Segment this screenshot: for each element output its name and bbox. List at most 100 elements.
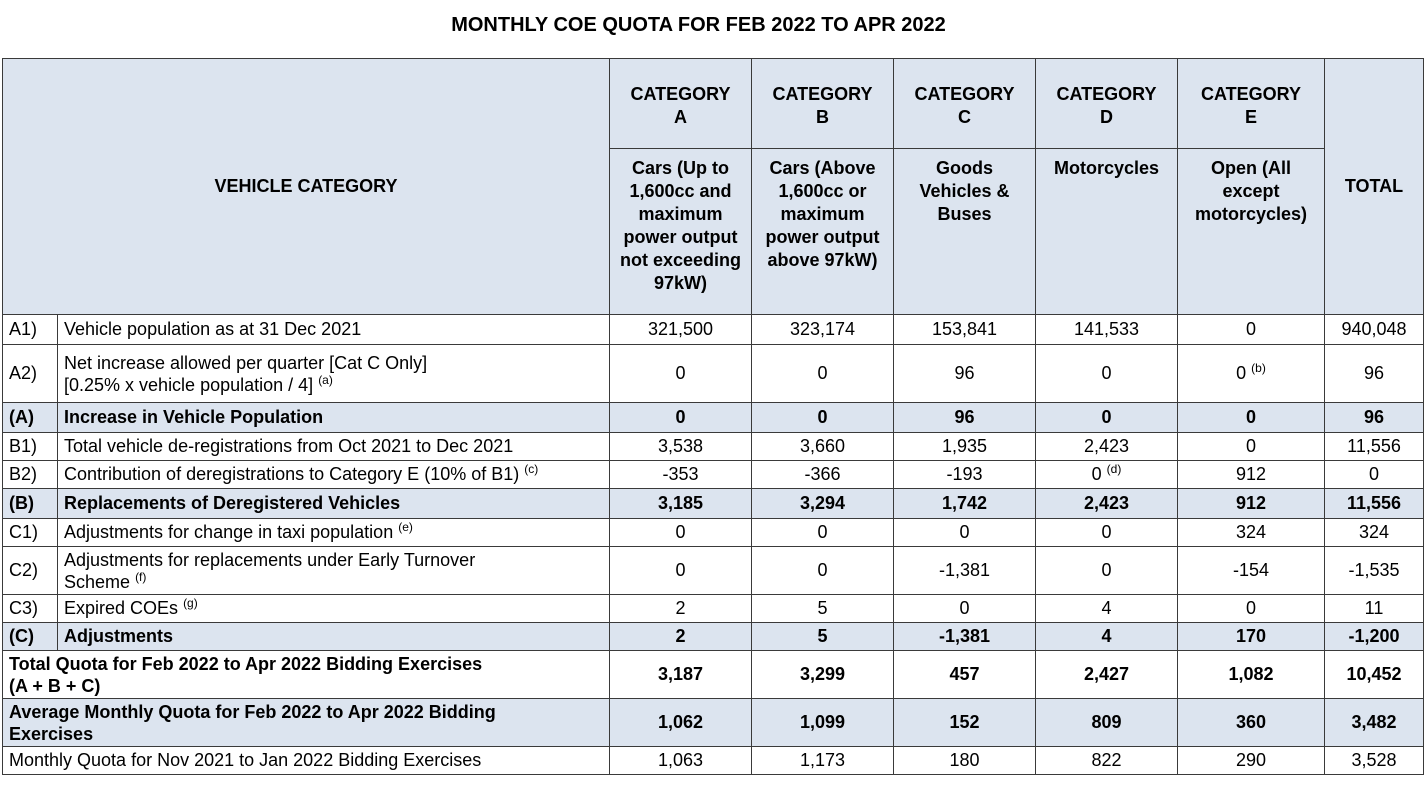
cell-a: 1,062: [609, 698, 752, 747]
cell-e: 0: [1177, 432, 1325, 461]
cell-e: 0 (b): [1177, 344, 1325, 403]
table-row: C2) Adjustments for replacements under E…: [2, 546, 1424, 595]
table-row-subtotal: (A) Increase in Vehicle Population 0 0 9…: [2, 402, 1424, 433]
cell-c: 96: [893, 344, 1036, 403]
row-code: C2): [2, 546, 58, 595]
cell-total: 11,556: [1324, 488, 1424, 519]
category-b-label: CATEGORY: [772, 84, 873, 104]
cell-a: 1,063: [609, 746, 752, 775]
category-b-description: Cars (Above 1,600cc or maximum power out…: [751, 148, 894, 315]
table-row-subtotal: (C) Adjustments 2 5 -1,381 4 170 -1,200: [2, 622, 1424, 651]
cell-d: 0: [1035, 344, 1178, 403]
category-c-description: Goods Vehicles & Buses: [893, 148, 1036, 315]
cell-a: 3,538: [609, 432, 752, 461]
cell-b: 323,174: [751, 314, 894, 345]
row-description-line2: Scheme: [64, 571, 131, 592]
cell-e: -154: [1177, 546, 1325, 595]
cell-b: 3,294: [751, 488, 894, 519]
table-row: C3) Expired COEs (g) 2 5 0 4 0 11: [2, 594, 1424, 623]
cell-c: 152: [893, 698, 1036, 747]
row-description-line1: Average Monthly Quota for Feb 2022 to Ap…: [9, 701, 496, 722]
cell-c: 153,841: [893, 314, 1036, 345]
cell-d: 2,423: [1035, 432, 1178, 461]
cell-b: 0: [751, 344, 894, 403]
cell-total: 10,452: [1324, 650, 1424, 699]
category-e-description: Open (All except motorcycles): [1177, 148, 1325, 315]
footnote-marker: (g): [183, 596, 198, 610]
row-description: Monthly Quota for Nov 2021 to Jan 2022 B…: [2, 746, 610, 775]
cell-a: 0: [609, 402, 752, 433]
cell-c: -1,381: [893, 622, 1036, 651]
category-c-letter: C: [958, 107, 971, 127]
cell-total: 3,482: [1324, 698, 1424, 747]
cell-a: 0: [609, 344, 752, 403]
row-code: (C): [2, 622, 58, 651]
cell-c: 180: [893, 746, 1036, 775]
row-description: Adjustments for replacements under Early…: [57, 546, 610, 595]
footnote-marker: (a): [318, 372, 333, 387]
footnote-marker: (b): [1251, 361, 1266, 375]
cell-e: 912: [1177, 460, 1325, 489]
cell-d: 141,533: [1035, 314, 1178, 345]
cell-total: 11,556: [1324, 432, 1424, 461]
cell-d: 4: [1035, 622, 1178, 651]
row-code: B1): [2, 432, 58, 461]
cell-b: 0: [751, 546, 894, 595]
category-b-header: CATEGORY B: [751, 58, 894, 149]
cell-d: 0: [1035, 518, 1178, 547]
cell-b: 0: [751, 518, 894, 547]
row-description: Replacements of Deregistered Vehicles: [57, 488, 610, 519]
row-code: C1): [2, 518, 58, 547]
category-a-label: CATEGORY: [630, 84, 731, 104]
row-description-text: Expired COEs: [64, 598, 179, 618]
row-description: Vehicle population as at 31 Dec 2021: [57, 314, 610, 345]
row-description-text: Contribution of deregistrations to Categ…: [64, 464, 520, 484]
table-row: C1) Adjustments for change in taxi popul…: [2, 518, 1424, 547]
cell-b: 3,660: [751, 432, 894, 461]
table-row-total: Total Quota for Feb 2022 to Apr 2022 Bid…: [2, 650, 1424, 699]
table-row: Monthly Quota for Nov 2021 to Jan 2022 B…: [2, 746, 1424, 775]
row-description: Expired COEs (g): [57, 594, 610, 623]
row-description-line1: Adjustments for replacements under Early…: [64, 549, 476, 570]
cell-e: 1,082: [1177, 650, 1325, 699]
category-a-header: CATEGORY A: [609, 58, 752, 149]
cell-a: 0: [609, 546, 752, 595]
cell-a: 0: [609, 518, 752, 547]
cell-d-value: 0: [1091, 464, 1102, 484]
row-description: Total vehicle de-registrations from Oct …: [57, 432, 610, 461]
cell-total: 324: [1324, 518, 1424, 547]
row-description-line1: Total Quota for Feb 2022 to Apr 2022 Bid…: [9, 653, 483, 674]
cell-d: 2,427: [1035, 650, 1178, 699]
row-code: B2): [2, 460, 58, 489]
cell-c: 0: [893, 518, 1036, 547]
cell-d: 2,423: [1035, 488, 1178, 519]
cell-total: 3,528: [1324, 746, 1424, 775]
row-code: (A): [2, 402, 58, 433]
row-description-line2: Exercises: [9, 723, 94, 744]
cell-a: 3,187: [609, 650, 752, 699]
cell-total: -1,200: [1324, 622, 1424, 651]
cell-d: 809: [1035, 698, 1178, 747]
vehicle-category-header: VEHICLE CATEGORY: [2, 58, 610, 315]
cell-e: 360: [1177, 698, 1325, 747]
cell-d: 0: [1035, 546, 1178, 595]
cell-total: 96: [1324, 402, 1424, 433]
category-b-letter: B: [816, 107, 829, 127]
category-d-letter: D: [1100, 107, 1113, 127]
cell-a: 2: [609, 622, 752, 651]
cell-e: 324: [1177, 518, 1325, 547]
cell-e: 170: [1177, 622, 1325, 651]
cell-a: 321,500: [609, 314, 752, 345]
cell-a: 2: [609, 594, 752, 623]
category-e-label: CATEGORY: [1200, 84, 1301, 104]
cell-e: 912: [1177, 488, 1325, 519]
cell-c: 96: [893, 402, 1036, 433]
cell-c: 1,935: [893, 432, 1036, 461]
cell-d: 0 (d): [1035, 460, 1178, 489]
cell-total: 940,048: [1324, 314, 1424, 345]
total-header: TOTAL: [1324, 58, 1424, 315]
table-row: B2) Contribution of deregistrations to C…: [2, 460, 1424, 489]
table-row: B1) Total vehicle de-registrations from …: [2, 432, 1424, 461]
row-description: Net increase allowed per quarter [Cat C …: [57, 344, 610, 403]
table-row-subtotal: (B) Replacements of Deregistered Vehicle…: [2, 488, 1424, 519]
